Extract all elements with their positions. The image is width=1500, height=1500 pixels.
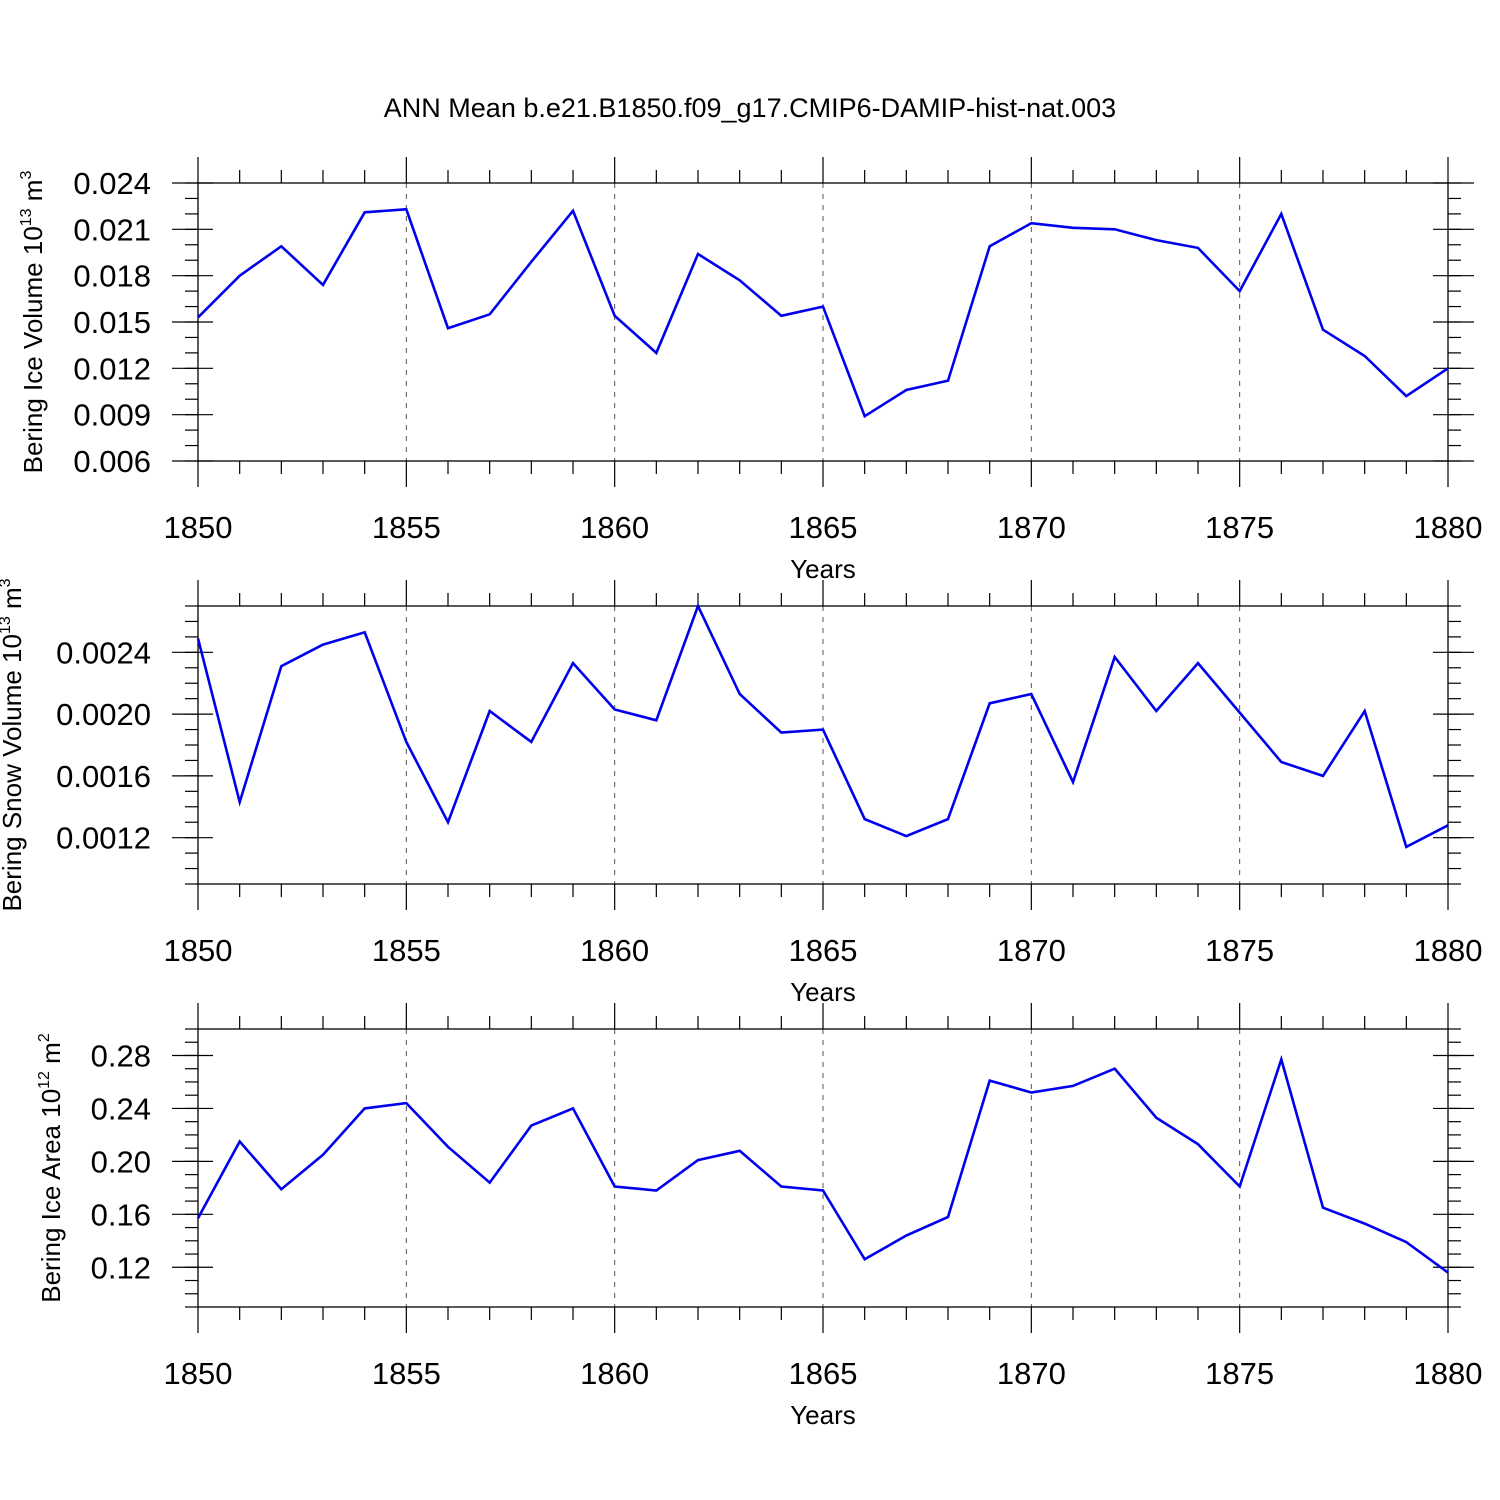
panel-ice-volume-ylabel-exp: 13	[18, 208, 35, 226]
panel-ice-volume-frame	[197, 182, 1449, 462]
panel-ice-volume-ylabel-unit: m	[18, 180, 48, 209]
ytick-label: 0.006	[73, 444, 151, 479]
xtick-label: 1860	[580, 1356, 649, 1391]
panel-ice-area-ytick-labels: 0.12 0.16 0.20 0.24 0.28	[91, 1038, 151, 1285]
panel-ice-area-ylabel: Bering Ice Area 1012 m2	[36, 1033, 66, 1303]
xtick-label: 1850	[164, 933, 233, 968]
panel-snow-volume-xlabel: Years	[790, 977, 856, 1007]
panel-ice-area-ylabel-main: Bering Ice Area 10	[36, 1089, 66, 1303]
panel-snow-volume-ytick-labels: 0.0012 0.0016 0.0020 0.0024	[56, 635, 151, 855]
xtick-label: 1860	[580, 933, 649, 968]
ytick-label: 0.28	[91, 1038, 151, 1073]
xtick-label: 1870	[997, 510, 1066, 545]
panel-ice-volume-ylabel-unit-exp: 3	[18, 171, 35, 180]
xtick-label: 1870	[997, 933, 1066, 968]
panel-ice-area-ticks	[172, 1003, 1474, 1333]
xtick-label: 1850	[164, 510, 233, 545]
panel-snow-volume-ylabel-unit: m	[0, 587, 27, 616]
ytick-label: 0.20	[91, 1144, 151, 1179]
ytick-label: 0.018	[73, 259, 151, 294]
panel-ice-area-ylabel-unit-exp: 2	[36, 1033, 53, 1042]
ytick-label: 0.024	[73, 166, 151, 201]
ytick-label: 0.12	[91, 1250, 151, 1285]
xtick-label: 1880	[1414, 1356, 1483, 1391]
ytick-label: 0.16	[91, 1197, 151, 1232]
ytick-label: 0.0016	[56, 759, 151, 794]
xtick-label: 1850	[164, 1356, 233, 1391]
panel-ice-volume: 0.006 0.009 0.012 0.015 0.018 0.021 0.024 1850…	[18, 157, 1482, 584]
xtick-label: 1855	[372, 1356, 441, 1391]
ytick-label: 0.012	[73, 351, 151, 386]
panel-ice-volume-grid	[405, 183, 1241, 461]
xtick-label: 1880	[1414, 510, 1483, 545]
panel-ice-volume-ytick-labels: 0.006 0.009 0.012 0.015 0.018 0.021 0.024	[73, 166, 151, 479]
panel-ice-volume-xlabel: Years	[790, 554, 856, 584]
xtick-label: 1875	[1205, 933, 1274, 968]
panel-snow-volume-ylabel: Bering Snow Volume 1013 m3	[0, 578, 27, 911]
xtick-label: 1865	[789, 933, 858, 968]
ytick-label: 0.015	[73, 305, 151, 340]
panel-snow-volume-ticks	[172, 580, 1474, 910]
panel-ice-area-xtick-labels: 1850 1855 1860 1865 1870 1875 1880	[164, 1356, 1483, 1391]
xtick-label: 1865	[789, 510, 858, 545]
xtick-label: 1860	[580, 510, 649, 545]
panel-ice-area-xlabel: Years	[790, 1400, 856, 1430]
panel-ice-area-frame	[197, 1028, 1449, 1308]
xtick-label: 1875	[1205, 510, 1274, 545]
xtick-label: 1880	[1414, 933, 1483, 968]
panel-ice-volume-ylabel-main: Bering Ice Volume 10	[18, 226, 48, 473]
panel-ice-area: 0.12 0.16 0.20 0.24 0.28 1850 1855 1860 1865 187…	[36, 1003, 1482, 1430]
ytick-label: 0.0020	[56, 697, 151, 732]
panel-snow-volume-grid	[405, 606, 1241, 884]
panel-ice-volume-xtick-labels: 1850 1855 1860 1865 1870 1875 1880	[164, 510, 1483, 545]
xtick-label: 1875	[1205, 1356, 1274, 1391]
panel-ice-area-ylabel-exp: 12	[36, 1071, 53, 1089]
panel-snow-volume-ylabel-exp: 13	[0, 616, 14, 634]
panel-snow-volume-frame	[197, 605, 1449, 885]
ice-volume-series-line	[197, 207, 1449, 419]
xtick-label: 1870	[997, 1356, 1066, 1391]
panel-snow-volume-xtick-labels: 1850 1855 1860 1865 1870 1875 1880	[164, 933, 1483, 968]
xtick-label: 1855	[372, 510, 441, 545]
ytick-label: 0.0024	[56, 635, 151, 670]
panel-snow-volume-ylabel-unit-exp: 3	[0, 578, 14, 587]
xtick-label: 1855	[372, 933, 441, 968]
panel-snow-volume: 0.0012 0.0016 0.0020 0.0024 1850 1855 1860 186…	[0, 578, 1482, 1007]
panel-ice-volume-ylabel: Bering Ice Volume 1013 m3	[18, 171, 48, 474]
ytick-label: 0.021	[73, 212, 151, 247]
snow-volume-series-line	[196, 602, 1449, 849]
page-title: ANN Mean b.e21.B1850.f09_g17.CMIP6-DAMIP…	[384, 93, 1116, 123]
ytick-label: 0.0012	[56, 821, 151, 856]
xtick-label: 1865	[789, 1356, 858, 1391]
ice-area-series-line	[196, 1054, 1449, 1274]
ytick-label: 0.24	[91, 1091, 151, 1126]
panel-ice-area-ylabel-unit: m	[36, 1042, 66, 1071]
panel-ice-area-grid	[405, 1029, 1241, 1307]
panel-snow-volume-ylabel-main: Bering Snow Volume 10	[0, 634, 27, 912]
ytick-label: 0.009	[73, 398, 151, 433]
